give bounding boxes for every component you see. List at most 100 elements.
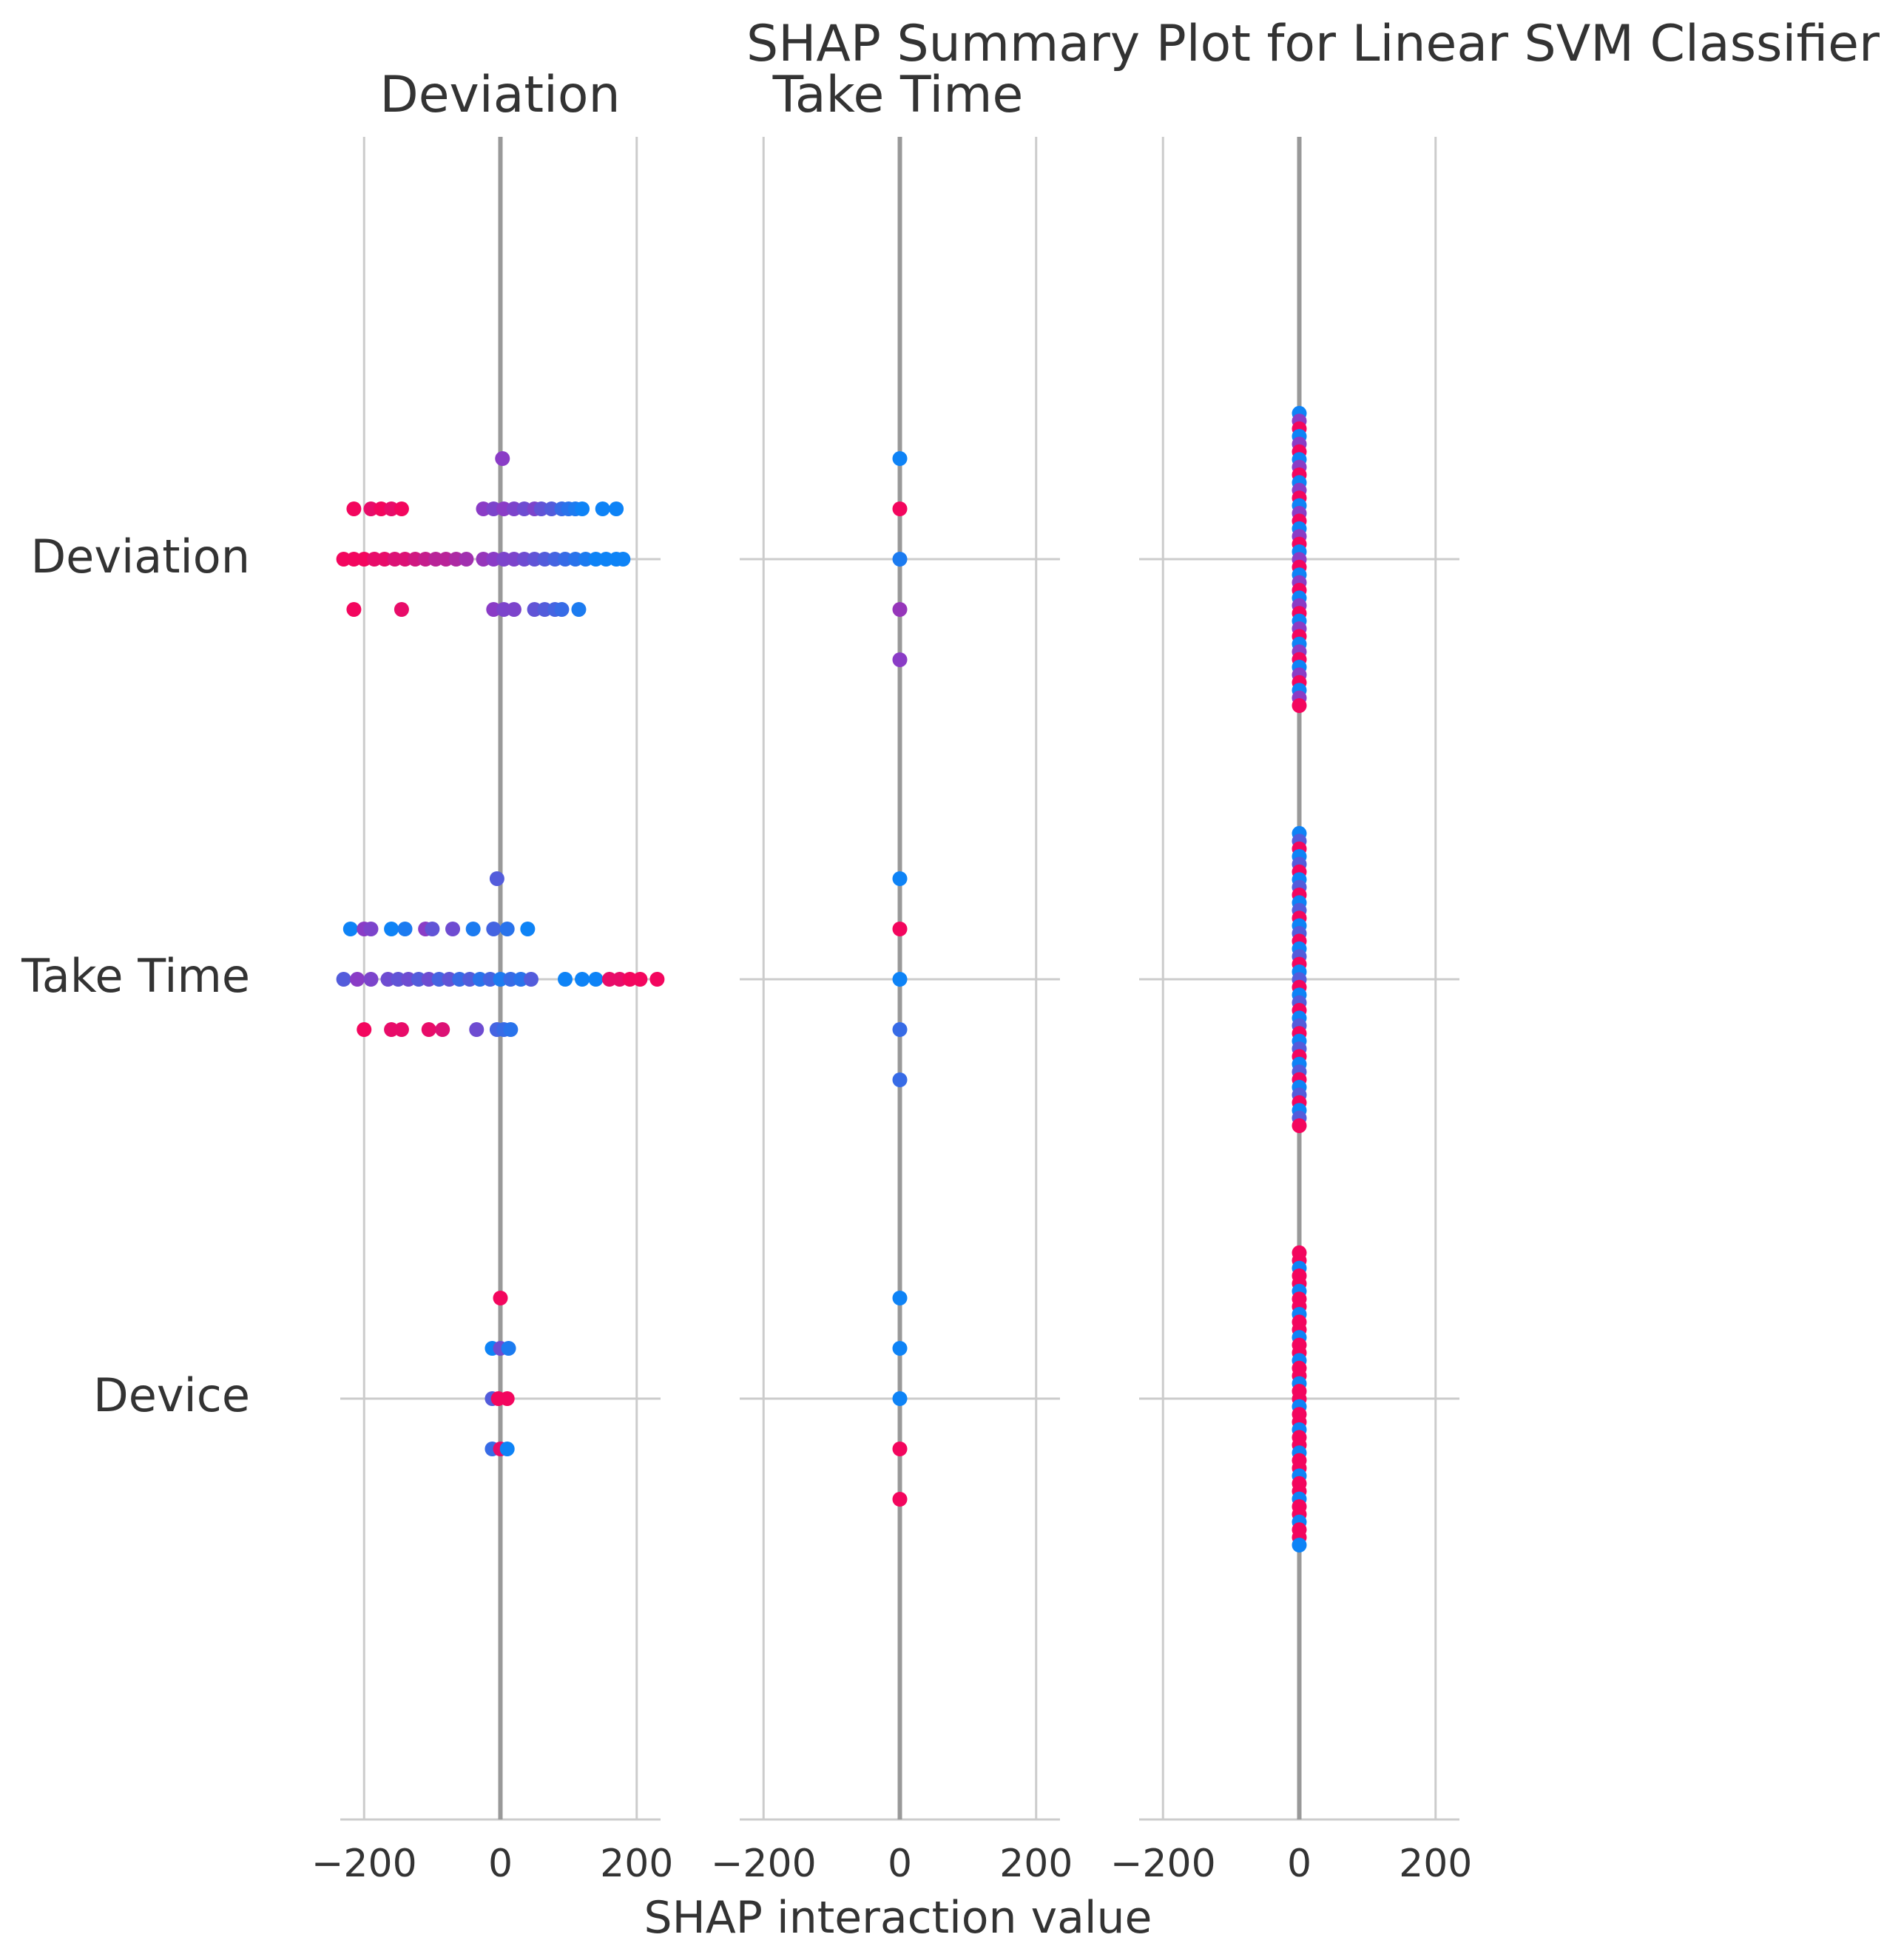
shap-point	[435, 1022, 450, 1037]
figure-title: SHAP Summary Plot for Linear SVM Classif…	[746, 15, 1880, 73]
shap-point	[547, 552, 563, 567]
panel-deviation: −200 0 200	[311, 137, 673, 1886]
y-label-device: Device	[93, 1368, 250, 1422]
shap-point	[601, 972, 617, 987]
shap-point	[397, 922, 413, 936]
shap-point	[506, 602, 521, 617]
shap-point	[533, 501, 549, 516]
shap-point	[892, 1022, 908, 1037]
shap-point	[438, 552, 453, 567]
shap-point	[892, 1291, 908, 1305]
shap-point	[588, 552, 604, 567]
shap-point	[537, 602, 553, 617]
shap-point	[462, 972, 478, 987]
shap-point	[401, 972, 416, 987]
shap-point	[357, 552, 372, 567]
shap-point	[442, 972, 457, 987]
shap-point	[428, 552, 443, 567]
x-axis-label: SHAP interaction value	[644, 1892, 1152, 1944]
shap-point	[387, 552, 402, 567]
shap-point	[632, 972, 648, 987]
shap-point	[523, 972, 539, 987]
shap-point	[394, 602, 409, 617]
shap-point	[384, 1022, 399, 1037]
shap-point	[892, 1072, 908, 1087]
x-tick-label: −200	[1110, 1842, 1216, 1886]
y-label-take-time: Take Time	[21, 949, 250, 1003]
panel-title-deviation: Deviation	[379, 66, 620, 124]
shap-point	[363, 922, 379, 936]
shap-point	[527, 552, 542, 567]
shap-point	[445, 922, 461, 936]
shap-point	[503, 1022, 519, 1037]
shap-point	[892, 652, 908, 667]
shap-point	[598, 552, 614, 567]
panel-title-take-time: Take Time	[772, 66, 1024, 124]
shap-point	[496, 501, 512, 516]
shap-point	[520, 922, 536, 936]
shap-point	[571, 602, 587, 617]
shap-point	[567, 552, 583, 567]
shap-point	[336, 552, 351, 567]
shap-point	[493, 1291, 508, 1305]
shap-point	[394, 1022, 409, 1037]
shap-point	[554, 602, 570, 617]
shap-point	[892, 871, 908, 886]
x-tick-label: 200	[600, 1842, 673, 1886]
shap-point	[397, 552, 413, 567]
shap-point	[384, 922, 399, 936]
shap-point	[357, 1022, 372, 1037]
x-tick-label: 200	[999, 1842, 1073, 1886]
shap-point	[384, 501, 399, 516]
x-tick-label: 0	[888, 1842, 912, 1886]
y-label-deviation: Deviation	[30, 530, 250, 584]
shap-point	[377, 552, 392, 567]
x-tick-label: 200	[1399, 1842, 1472, 1886]
x-tick-label: 0	[488, 1842, 513, 1886]
shap-point	[493, 972, 508, 987]
shap-point	[346, 602, 362, 617]
shap-point	[1292, 1538, 1307, 1552]
shap-point	[892, 602, 908, 617]
shap-point	[892, 1492, 908, 1507]
shap-point	[575, 972, 590, 987]
shap-point	[513, 972, 529, 987]
shap-point	[346, 501, 362, 516]
shap-point	[452, 972, 467, 987]
shap-point	[374, 501, 389, 516]
shap-point	[350, 972, 365, 987]
shap-point	[391, 972, 406, 987]
shap-point	[394, 501, 409, 516]
shap-point	[431, 972, 447, 987]
shap-point	[499, 1391, 515, 1406]
shap-point	[544, 501, 559, 516]
shap-point	[421, 972, 436, 987]
shap-point	[578, 552, 593, 567]
shap-point	[472, 972, 487, 987]
shap-point	[558, 552, 573, 567]
panel-device: −200 0 200	[1110, 137, 1472, 1886]
shap-point	[506, 501, 521, 516]
shap-point	[363, 972, 379, 987]
shap-point	[418, 552, 433, 567]
shap-point	[892, 552, 908, 567]
shap-point	[649, 972, 665, 987]
x-tick-label: −200	[311, 1842, 417, 1886]
shap-point	[425, 922, 440, 936]
shap-point	[486, 602, 502, 617]
shap-point	[501, 1341, 516, 1356]
shap-point	[527, 602, 542, 617]
shap-point	[496, 602, 512, 617]
shap-point	[892, 451, 908, 466]
shap-point	[367, 552, 382, 567]
shap-point	[615, 552, 631, 567]
shap-point	[476, 501, 491, 516]
shap-point	[486, 501, 502, 516]
shap-point	[516, 501, 532, 516]
shap-point	[408, 552, 423, 567]
shap-point	[595, 501, 610, 516]
shap-point	[411, 972, 426, 987]
shap-point	[496, 552, 512, 567]
panel-take-time: −200 0 200	[711, 137, 1073, 1886]
